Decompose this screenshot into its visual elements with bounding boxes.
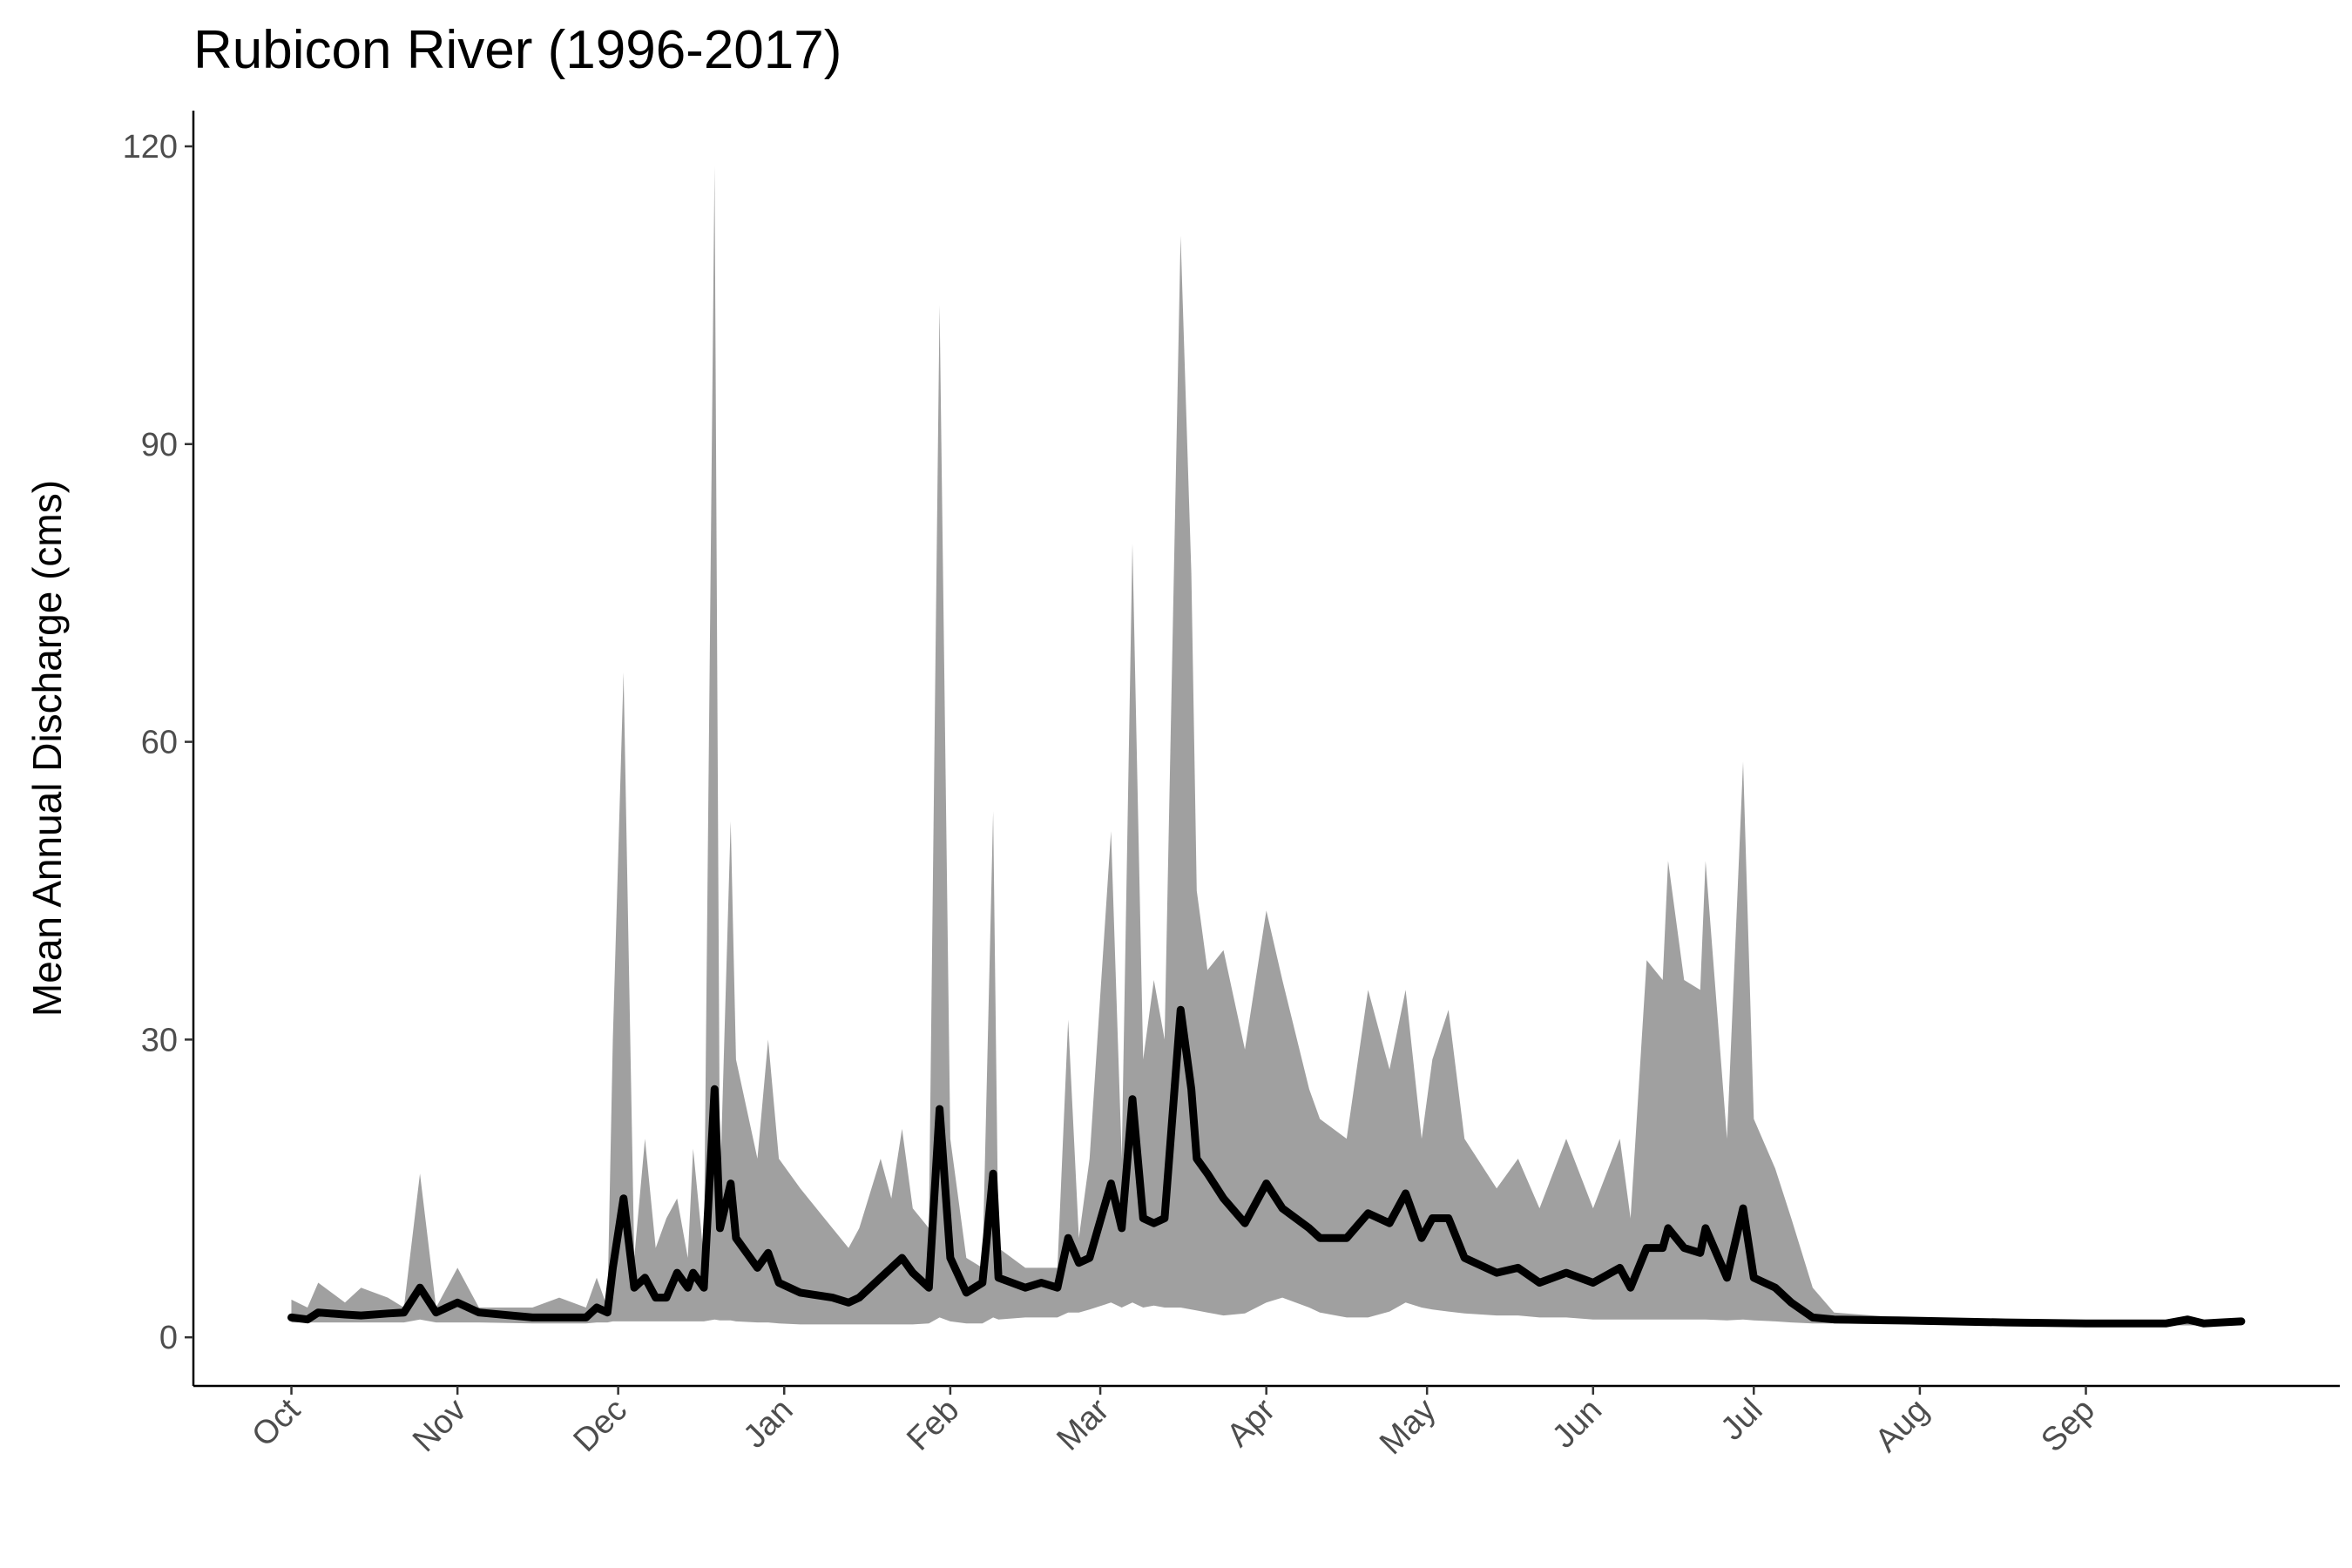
x-tick-label: Dec bbox=[567, 1392, 634, 1459]
x-tick-label: Jan bbox=[737, 1392, 801, 1456]
x-tick-label: Mar bbox=[1050, 1391, 1116, 1457]
x-tick-label: Nov bbox=[406, 1392, 473, 1459]
x-tick-label: Sep bbox=[2034, 1392, 2102, 1460]
y-tick-label: 120 bbox=[123, 129, 178, 166]
y-axis-label: Mean Annual Discharge (cms) bbox=[24, 480, 70, 1017]
y-tick-label: 90 bbox=[141, 427, 178, 463]
mean-line bbox=[287, 1005, 2246, 1328]
x-tick-label: Jul bbox=[1714, 1392, 1770, 1448]
x-tick-label: Aug bbox=[1869, 1392, 1936, 1460]
y-tick-label: 0 bbox=[159, 1320, 178, 1356]
x-tick-label: Feb bbox=[900, 1392, 966, 1458]
x-tick-label: May bbox=[1373, 1392, 1443, 1462]
x-tick-label: Apr bbox=[1220, 1391, 1283, 1454]
x-tick-label: Jun bbox=[1545, 1392, 1609, 1456]
x-tick-label: Oct bbox=[245, 1391, 308, 1454]
y-tick-label: 30 bbox=[141, 1022, 178, 1058]
y-tick-label: 60 bbox=[141, 725, 178, 761]
range-band bbox=[291, 166, 2241, 1326]
chart-title: Rubicon River (1996-2017) bbox=[193, 20, 841, 80]
